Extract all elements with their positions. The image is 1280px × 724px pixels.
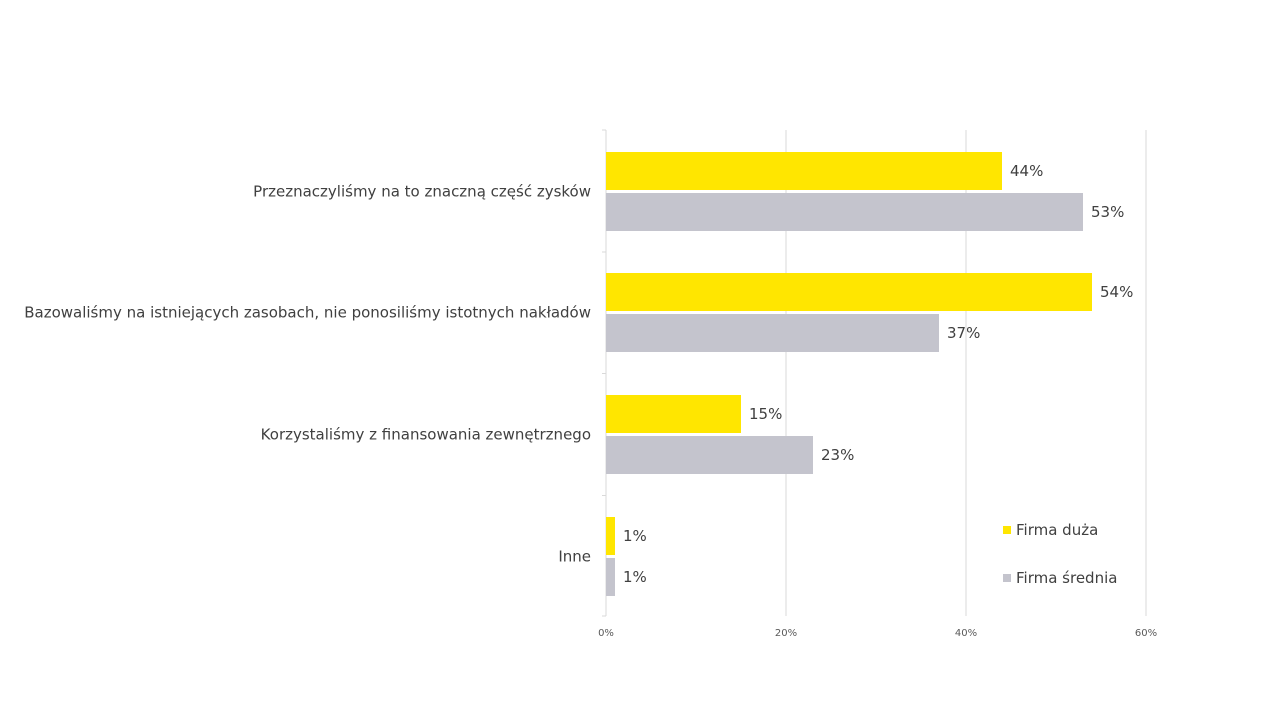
legend-swatch (1003, 574, 1011, 582)
bar-firma-duza (606, 395, 741, 433)
category-label: Bazowaliśmy na istniejących zasobach, ni… (24, 304, 591, 322)
value-labels: 44% 53% 54% 37% 15% 23% 1% 1% (623, 162, 1133, 586)
data-label: 37% (947, 324, 980, 342)
data-label: 44% (1010, 162, 1043, 180)
bar-firma-srednia (606, 436, 813, 474)
legend: Firma duża Firma średnia (1003, 521, 1117, 587)
category-label: Przeznaczyliśmy na to znaczną część zysk… (253, 183, 591, 201)
bar-firma-duza (606, 152, 1002, 190)
x-tick-label: 20% (775, 628, 797, 639)
data-label: 1% (623, 527, 647, 545)
data-label: 1% (623, 568, 647, 586)
bar-firma-duza (606, 517, 615, 555)
category-label: Korzystaliśmy z finansowania zewnętrzneg… (261, 426, 591, 444)
category-label: Inne (558, 548, 591, 566)
legend-swatch (1003, 526, 1011, 534)
bar-firma-srednia (606, 314, 939, 352)
bar-firma-srednia (606, 558, 615, 596)
category-labels: Przeznaczyliśmy na to znaczną część zysk… (24, 183, 591, 566)
data-label: 15% (749, 405, 782, 423)
x-tick-label: 60% (1135, 628, 1157, 639)
bars (606, 152, 1092, 596)
bar-firma-srednia (606, 193, 1083, 231)
data-label: 54% (1100, 283, 1133, 301)
legend-label: Firma duża (1016, 521, 1098, 539)
data-label: 53% (1091, 203, 1124, 221)
bar-firma-duza (606, 273, 1092, 311)
legend-label: Firma średnia (1016, 569, 1117, 587)
x-axis-tick-labels: 0% 20% 40% 60% (598, 628, 1157, 639)
x-tick-label: 40% (955, 628, 977, 639)
x-tick-label: 0% (598, 628, 614, 639)
data-label: 23% (821, 446, 854, 464)
